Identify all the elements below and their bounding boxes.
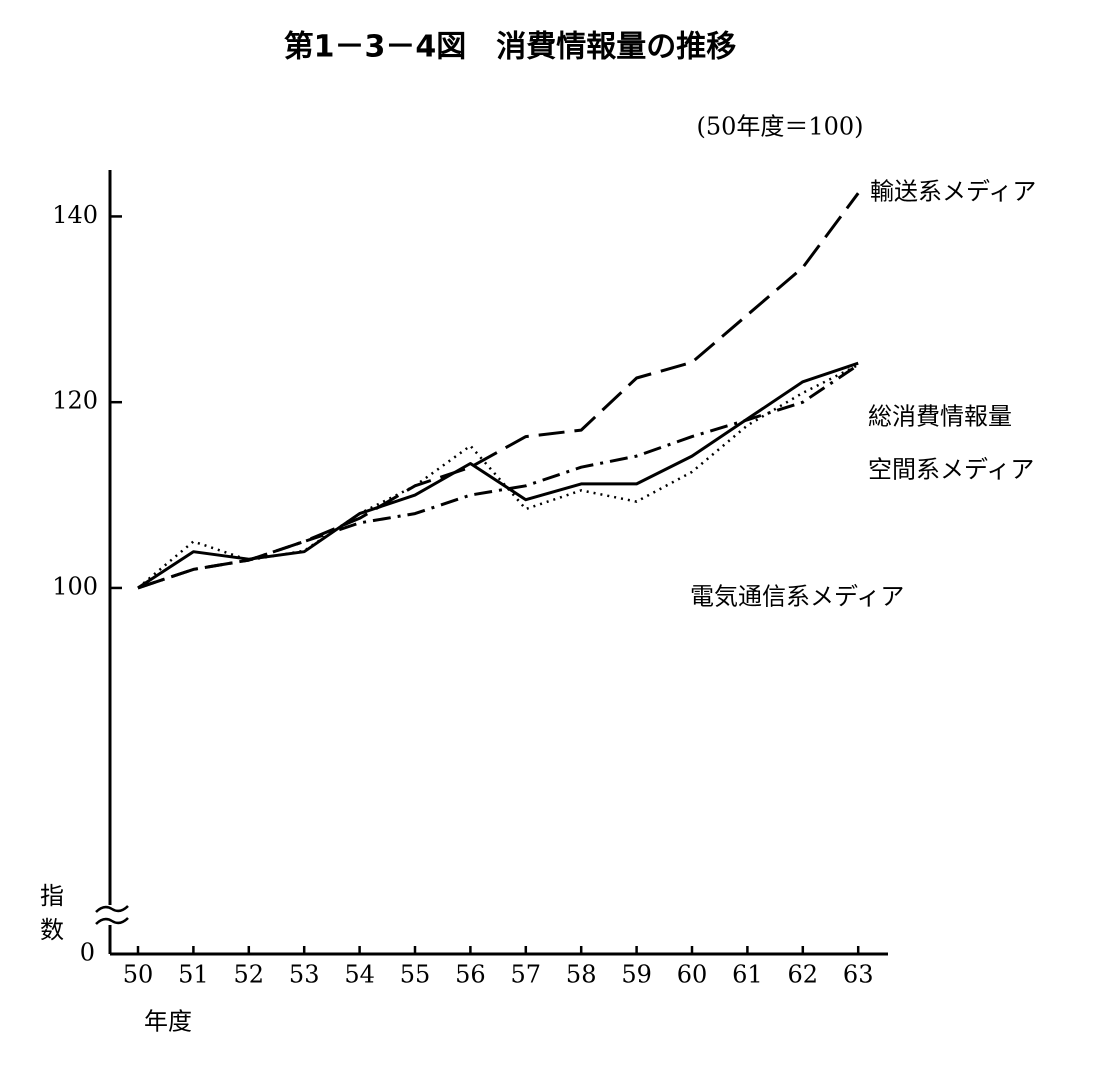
x-tick-label: 51 [178,961,209,989]
series-line [137,192,860,590]
y-tick-label: 140 [52,201,98,229]
series-line [137,363,859,589]
x-tick-label: 55 [400,961,431,989]
x-tick-label: 63 [843,961,874,989]
y-tick-label: 100 [52,572,98,600]
x-tick-label: 58 [566,961,597,989]
chart-subtitle: (50年度＝100) [696,113,863,141]
series-label: 空間系メディア [868,456,1034,484]
y-axis-label: 指数 [40,882,64,944]
x-tick-label: 61 [732,961,763,989]
series-label: 電気通信系メディア [690,583,904,611]
x-tick-label: 59 [621,961,652,989]
y-tick-label: 120 [52,387,98,415]
series-label: 輸送系メディア [870,178,1036,206]
x-tick-label: 53 [289,961,320,989]
x-tick-label: 60 [677,961,708,989]
series-label: 総消費情報量 [868,403,1012,431]
y-origin-label: 0 [80,939,95,967]
x-tick-label: 57 [511,961,542,989]
series-line [137,361,859,590]
axis-break [95,905,129,925]
x-axis-label: 年度 [144,1008,192,1036]
x-tick-label: 54 [344,961,375,989]
chart-title: 第1－3－4図 消費情報量の推移 [284,30,737,65]
x-tick-label: 52 [234,961,265,989]
series-line [137,363,860,590]
x-tick-label: 50 [123,961,154,989]
x-tick-label: 56 [455,961,486,989]
x-tick-label: 62 [788,961,819,989]
